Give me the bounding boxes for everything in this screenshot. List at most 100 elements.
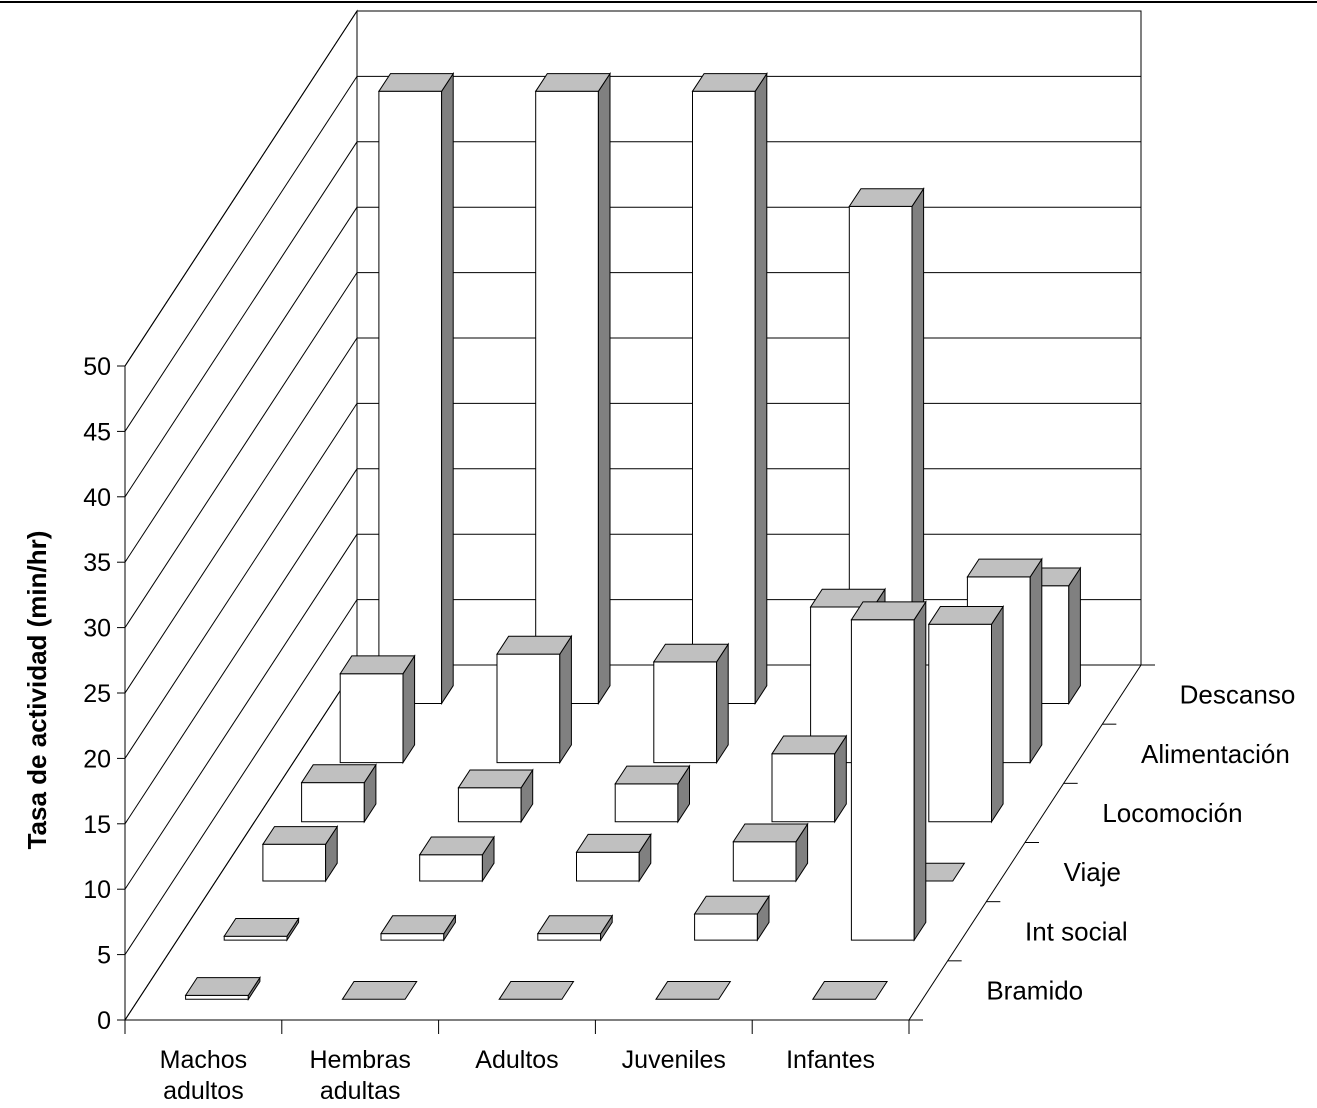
gridline-side [124,599,358,955]
bar-side-face [913,600,927,942]
bar-locomoción-3 [771,734,848,824]
bar-top-face [496,635,573,655]
bar-locomoción-1 [457,768,534,824]
y-tick-label: 10 [83,876,111,904]
x-category-label: Infantes [786,1046,875,1074]
gridline-side [124,403,358,759]
bar-side-face [716,642,729,765]
bar-top-face [418,836,495,856]
bar-bramido-4 [811,981,889,1000]
bar-front-face [339,673,404,764]
bar-locomoción-0 [300,763,377,824]
bar-top-face [575,833,652,853]
gridline-side [124,272,358,628]
bar-top-face [614,765,691,785]
bar-bramido-0 [184,975,261,1001]
bar-front-face [419,854,483,882]
bar-top-face [184,977,261,996]
series-label: Alimentación [1141,739,1290,769]
bar-alimentación-1 [496,634,573,765]
y-axis-title: Tasa de actividad (min/hr) [22,531,52,850]
bar-front-face [496,653,561,764]
labels-group: 0 5 10 15 20 25 30 35 40 45 50 Machos adultos Hembras… [22,353,1295,1105]
y-tick-label: 45 [83,418,111,446]
bar-top-face [457,769,534,789]
bar-top-face [300,764,377,784]
bar-top-face [655,981,732,1000]
bar-front-face [928,623,992,823]
bar-alimentación-2 [652,642,730,765]
bar-top-face [691,73,768,92]
bar-top-face [339,655,416,675]
bar-bramido-1 [341,981,418,1000]
bar-front-face [301,782,365,823]
bar-viaje-2 [575,832,652,883]
y-tick-label: 0 [97,1007,111,1035]
bar-top-face [771,735,848,755]
y-tick-label: 25 [83,680,111,708]
gridline-side [124,76,358,432]
bar-top-face [261,826,339,845]
bar-int-social-1 [380,914,457,942]
y-tick-label: 20 [83,745,111,773]
bar-side-face [559,634,572,765]
bar-front-face [694,913,758,941]
bar-descanso-3 [848,187,925,706]
bar-viaje-1 [418,835,495,883]
gridline-side [124,468,358,825]
series-label: Int social [1025,916,1128,946]
bar-top-face [377,73,455,92]
bar-side-face [1029,557,1043,765]
bar-locomoción-2 [614,764,691,824]
bar-top-face [966,558,1043,578]
bar-front-face [732,841,797,882]
bar-int-social-0 [223,916,300,942]
series-label: Viaje [1064,857,1121,887]
bar-front-face [380,933,445,941]
bar-bramido-2 [498,981,575,1000]
bar-front-face [535,90,599,704]
y-tick-label: 35 [83,549,111,577]
bar-descanso-0 [377,71,455,706]
bar-side-face [441,71,454,706]
bar-top-face [848,188,925,207]
bar-top-face [498,981,575,1000]
bar-top-face [811,981,889,1000]
bar-top-face [341,981,418,1000]
bar-side-face [597,71,611,706]
bar-front-face [223,935,288,941]
x-category-label: Adultos [475,1046,558,1074]
bar-front-face [537,933,602,941]
bar-top-face [927,606,1005,625]
bar-viaje-3 [732,822,809,883]
bar-top-face [534,73,611,92]
bar-top-face [536,915,614,935]
axes-group [117,365,1155,1034]
bar-top-face [652,643,730,663]
series-label: Descanso [1180,680,1296,710]
bar-bramido-3 [655,981,732,1000]
bar-front-face [185,994,249,1000]
y-tick-label: 50 [83,353,111,381]
x-category-label: Machos adultos [160,1046,248,1105]
gridline-side [124,206,358,563]
bar-front-face [457,787,522,823]
gridline-side [124,533,358,890]
bar-viaje-0 [261,824,339,883]
bar-int-social-3 [693,894,770,942]
bar-front-face [850,619,915,941]
bar-side-face [1068,566,1081,706]
bar-front-face [614,783,679,823]
gridline-side [124,10,358,367]
y-tick-label: 5 [97,942,111,970]
bar-descanso-1 [534,71,611,706]
y-tick-label: 40 [83,484,111,512]
bar-top-face [850,601,927,621]
gridline-side [124,141,358,498]
gridline-side [124,337,358,694]
y-tick-label: 30 [83,615,111,643]
bar-top-face [693,895,770,915]
bar-front-face [576,851,640,882]
